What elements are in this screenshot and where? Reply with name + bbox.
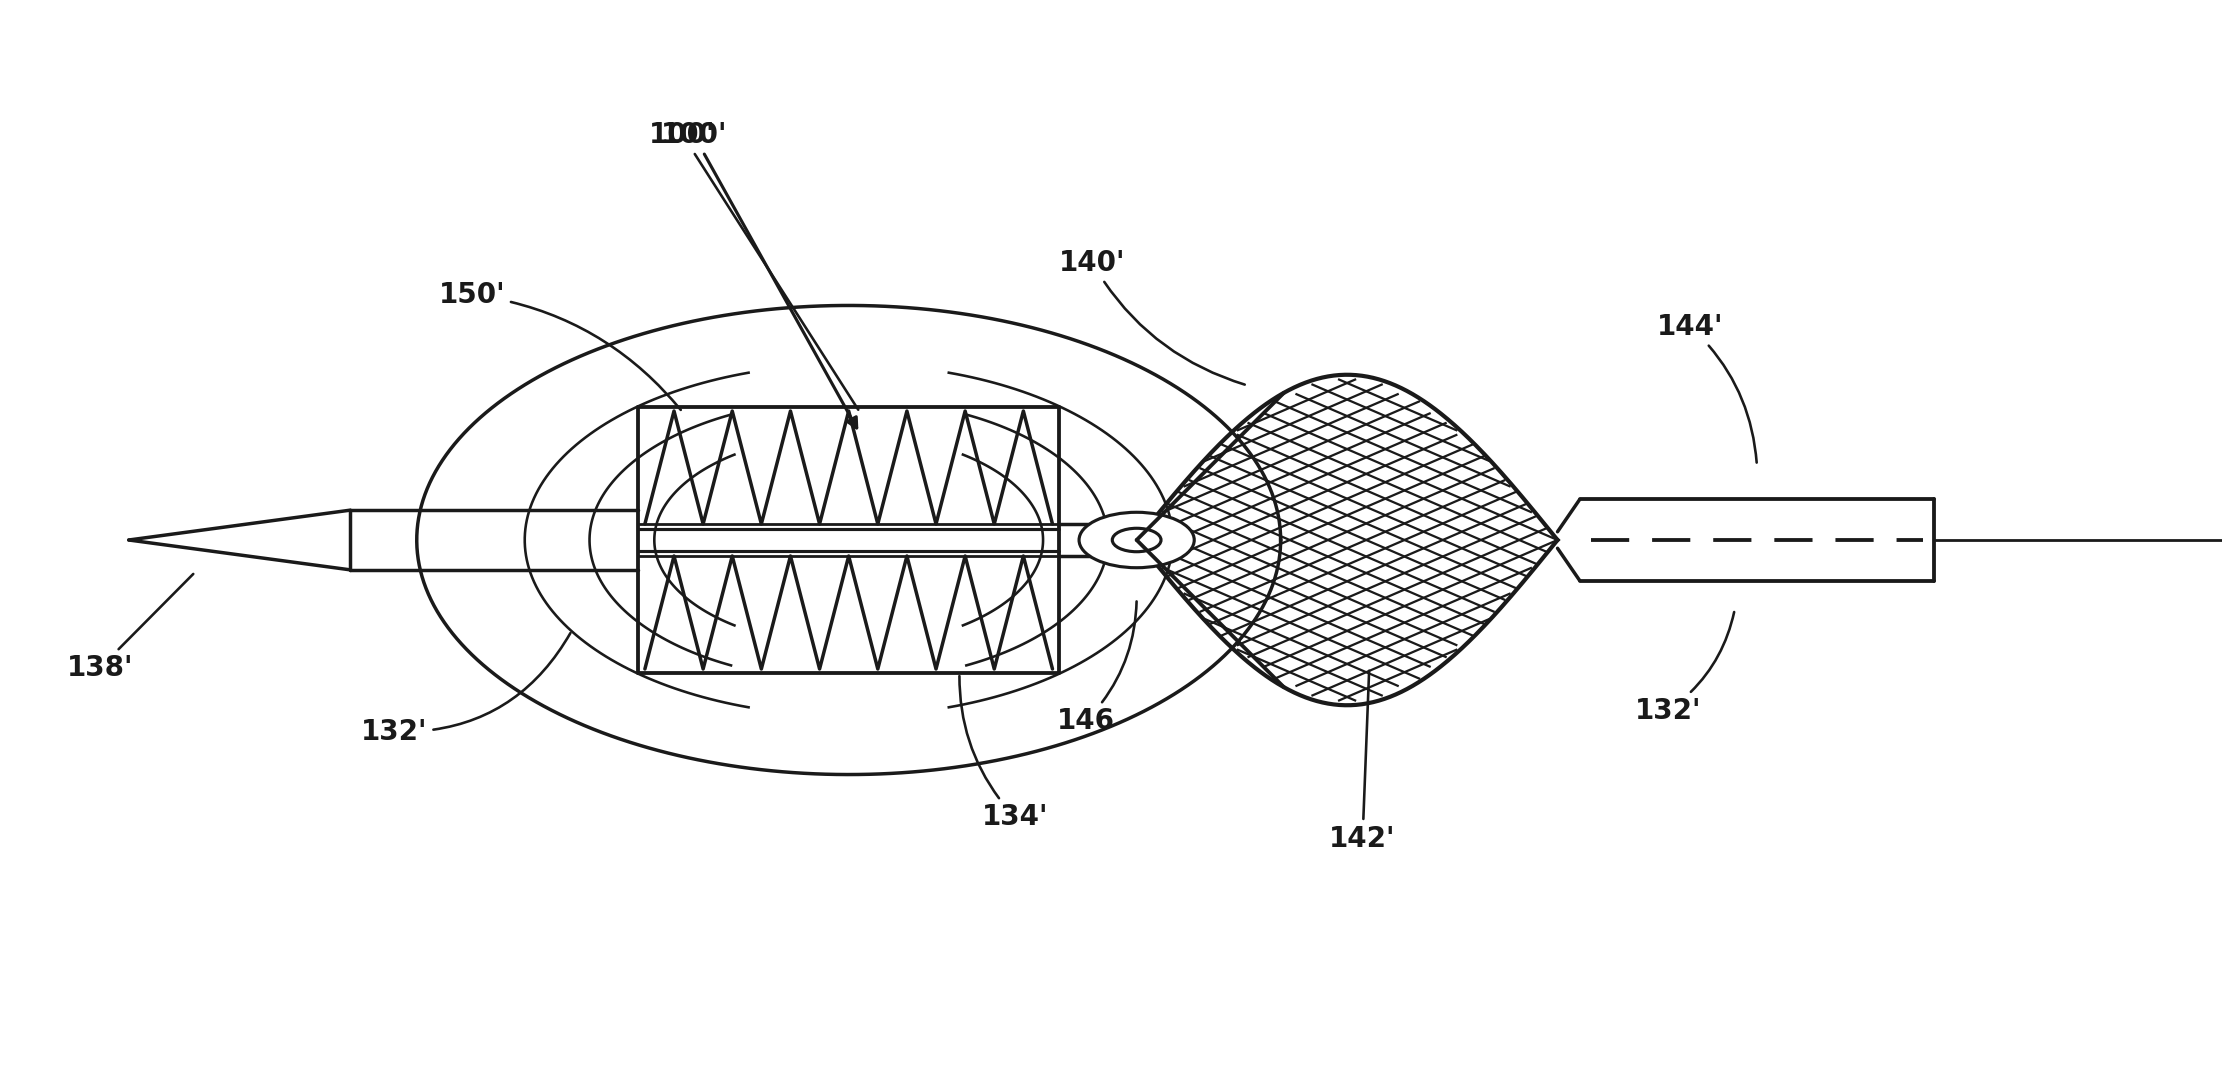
Text: 146: 146 — [1057, 602, 1137, 735]
Text: 132': 132' — [361, 633, 571, 746]
Text: 100': 100' — [660, 121, 856, 428]
Circle shape — [1112, 528, 1161, 552]
Text: 134': 134' — [958, 676, 1048, 832]
Circle shape — [1079, 512, 1195, 568]
Text: 144': 144' — [1656, 313, 1756, 462]
Text: 100': 100' — [649, 121, 858, 409]
Text: 150': 150' — [439, 281, 680, 410]
Text: 138': 138' — [67, 573, 194, 681]
Text: 142': 142' — [1328, 671, 1395, 852]
Text: 140': 140' — [1059, 248, 1244, 384]
Text: 132': 132' — [1636, 612, 1734, 725]
